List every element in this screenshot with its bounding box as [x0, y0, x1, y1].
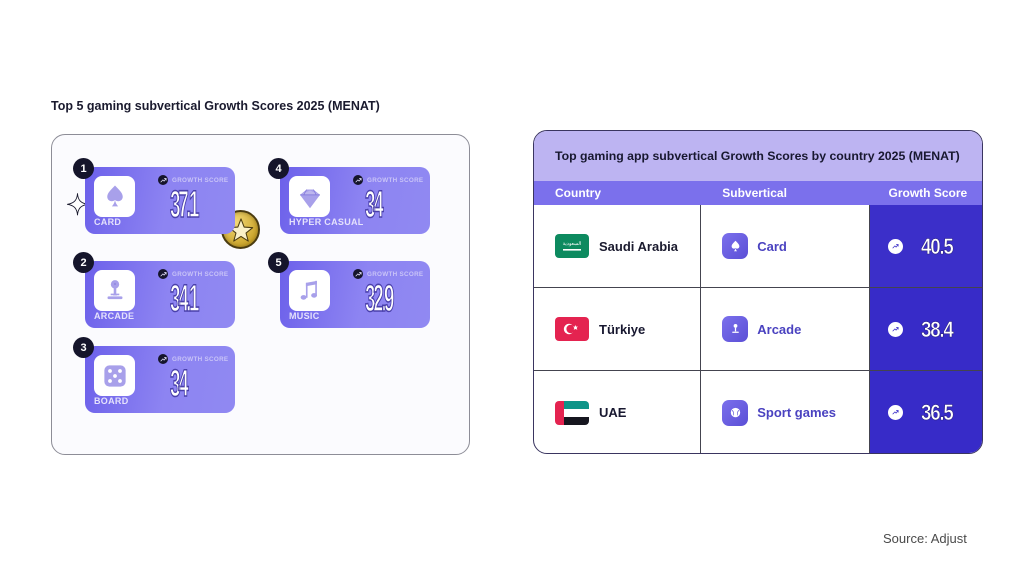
svg-text:السعودية: السعودية — [563, 241, 582, 247]
